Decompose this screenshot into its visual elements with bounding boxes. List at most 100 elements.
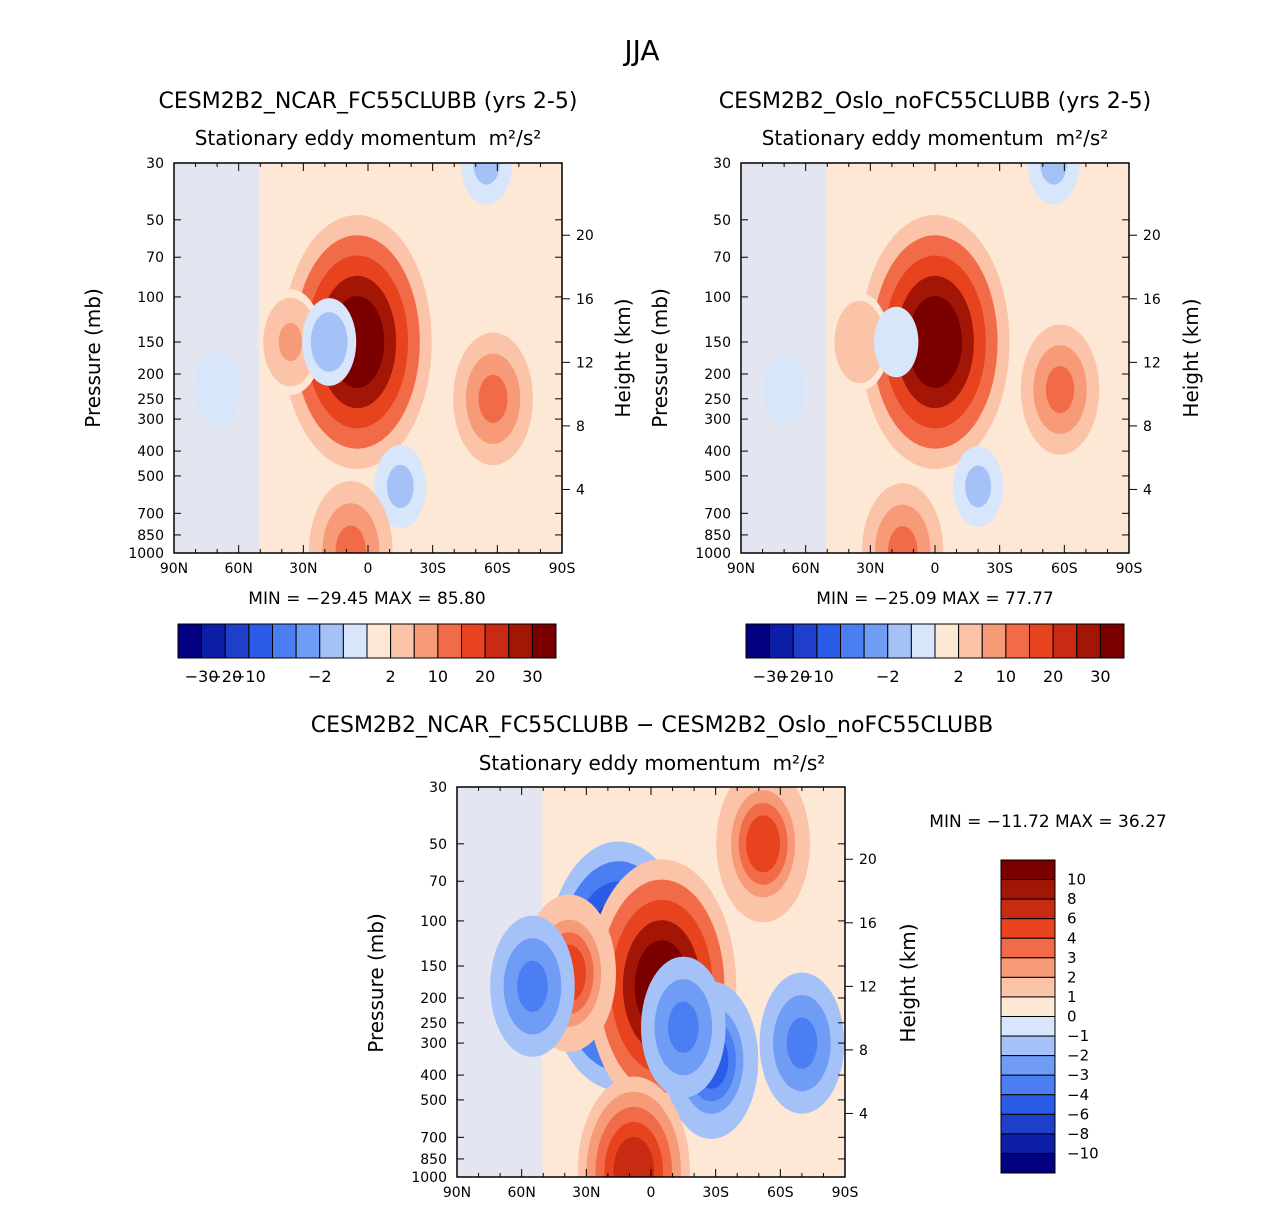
colorbar-swatch <box>295 623 321 659</box>
colorbar-swatch <box>201 623 226 659</box>
colorbar-swatch <box>508 623 533 659</box>
y-tick-label: 100 <box>420 914 447 930</box>
colorbar-swatch <box>1000 937 1056 959</box>
colorbar-swatch <box>934 623 960 659</box>
colorbar-swatch <box>1000 859 1056 881</box>
y-tick-label: 200 <box>137 367 164 383</box>
colorbar-swatch <box>863 623 889 659</box>
colorbar-label: 2 <box>1067 968 1077 986</box>
y-tick-label: 500 <box>704 469 731 485</box>
colorbar-label: −10 <box>800 667 834 686</box>
x-tick-label: 0 <box>647 1185 656 1201</box>
contour-level <box>848 324 871 360</box>
contour-level <box>319 326 340 358</box>
x-tick-label: 90N <box>160 561 188 577</box>
y-tick-label: 100 <box>704 290 731 306</box>
x-tick-label: 30S <box>702 1185 729 1201</box>
y-right-tick-label: 8 <box>1143 419 1152 435</box>
panel-2-ylabel: Pressure (mb) <box>648 288 672 428</box>
y-tick-label: 50 <box>429 837 447 853</box>
y-tick-label: 1000 <box>128 546 164 562</box>
colorbar-swatch <box>177 623 203 659</box>
colorbar-swatch <box>1000 1152 1056 1174</box>
colorbar-swatch <box>840 623 865 659</box>
y-right-tick-label: 16 <box>1143 292 1161 308</box>
x-tick-label: 60S <box>767 1185 794 1201</box>
panel-3-plot: 3050701001502002503004005007008501000481… <box>411 780 877 1201</box>
colorbar-label: 2 <box>954 667 964 686</box>
panel-2-minmax: MIN = −25.09 MAX = 77.77 <box>816 589 1053 609</box>
colorbar-label: 8 <box>1067 890 1077 908</box>
panel-3-minmax: MIN = −11.72 MAX = 36.27 <box>929 812 1166 832</box>
contour-level <box>887 526 918 553</box>
y-right-tick-label: 4 <box>1143 482 1152 498</box>
colorbar-label: 10 <box>996 667 1016 686</box>
colorbar-swatch <box>792 623 818 659</box>
colorbar-swatch <box>1000 1074 1056 1096</box>
x-tick-label: 60S <box>484 561 511 577</box>
y-tick-label: 70 <box>429 874 447 890</box>
x-tick-label: 30S <box>986 561 1013 577</box>
colorbar-label: 10 <box>1067 871 1086 889</box>
contour-level <box>888 329 905 355</box>
colorbar-label: −10 <box>1067 1144 1099 1162</box>
colorbar-label: −2 <box>1067 1047 1089 1065</box>
y-right-tick-label: 20 <box>1143 228 1161 244</box>
y-tick-label: 200 <box>704 367 731 383</box>
x-tick-label: 90S <box>549 561 576 577</box>
y-tick-label: 100 <box>137 290 164 306</box>
colorbar-swatch <box>958 623 983 659</box>
colorbar-label: 6 <box>1067 910 1077 928</box>
colorbar-label: 30 <box>522 667 542 686</box>
panel-2: CESM2B2_Oslo_noFC55CLUBB (yrs 2-5) Stati… <box>648 89 1203 686</box>
panel-2-title: CESM2B2_Oslo_noFC55CLUBB (yrs 2-5) <box>719 89 1151 114</box>
contour-level <box>786 1017 818 1069</box>
colorbar-swatch <box>769 623 794 659</box>
colorbar-swatch <box>1000 1035 1056 1057</box>
contour-level <box>478 374 508 423</box>
y-right-tick-label: 8 <box>576 419 585 435</box>
colorbar-swatch <box>1000 1055 1056 1076</box>
y-tick-label: 150 <box>420 959 447 975</box>
panel-1-ylabel: Pressure (mb) <box>81 288 105 428</box>
contour-level <box>746 815 781 873</box>
x-tick-label: 0 <box>364 561 373 577</box>
y-tick-label: 700 <box>420 1130 447 1146</box>
colorbar-swatch <box>224 623 250 659</box>
y-right-tick-label: 12 <box>859 979 877 995</box>
colorbar-swatch <box>390 623 415 659</box>
y-tick-label: 200 <box>420 991 447 1007</box>
colorbar-swatch <box>1000 976 1056 998</box>
y-tick-label: 400 <box>704 444 731 460</box>
y-right-tick-label: 12 <box>1143 355 1161 371</box>
colorbar-swatch <box>981 623 1007 659</box>
contour-level <box>477 163 496 179</box>
colorbar-swatch <box>1000 1094 1056 1115</box>
contour-level <box>208 376 226 403</box>
y-right-tick-label: 16 <box>576 292 594 308</box>
colorbar-label: −20 <box>776 667 810 686</box>
colorbar-swatch <box>461 623 486 659</box>
y-tick-label: 250 <box>704 392 731 408</box>
contour-level <box>1044 163 1063 178</box>
y-tick-label: 850 <box>137 528 164 544</box>
y-tick-label: 850 <box>704 528 731 544</box>
panel-1-ylabel-right: Height (km) <box>611 298 635 417</box>
colorbar-swatch <box>1000 918 1056 939</box>
colorbar-swatch <box>1000 1113 1056 1135</box>
colorbar-swatch <box>342 623 368 659</box>
colorbar-swatch <box>910 623 936 659</box>
colorbar-swatch <box>272 623 297 659</box>
colorbar-swatch <box>531 623 557 659</box>
contour-level <box>335 525 366 553</box>
y-tick-label: 400 <box>420 1068 447 1084</box>
y-tick-label: 300 <box>137 412 164 428</box>
x-tick-label: 90S <box>1116 561 1143 577</box>
colorbar-label: 20 <box>475 667 495 686</box>
y-right-tick-label: 20 <box>859 852 877 868</box>
colorbar-label: −3 <box>1067 1066 1089 1084</box>
y-tick-label: 70 <box>713 250 731 266</box>
x-tick-label: 30N <box>856 561 884 577</box>
colorbar-swatch <box>1000 1016 1056 1037</box>
